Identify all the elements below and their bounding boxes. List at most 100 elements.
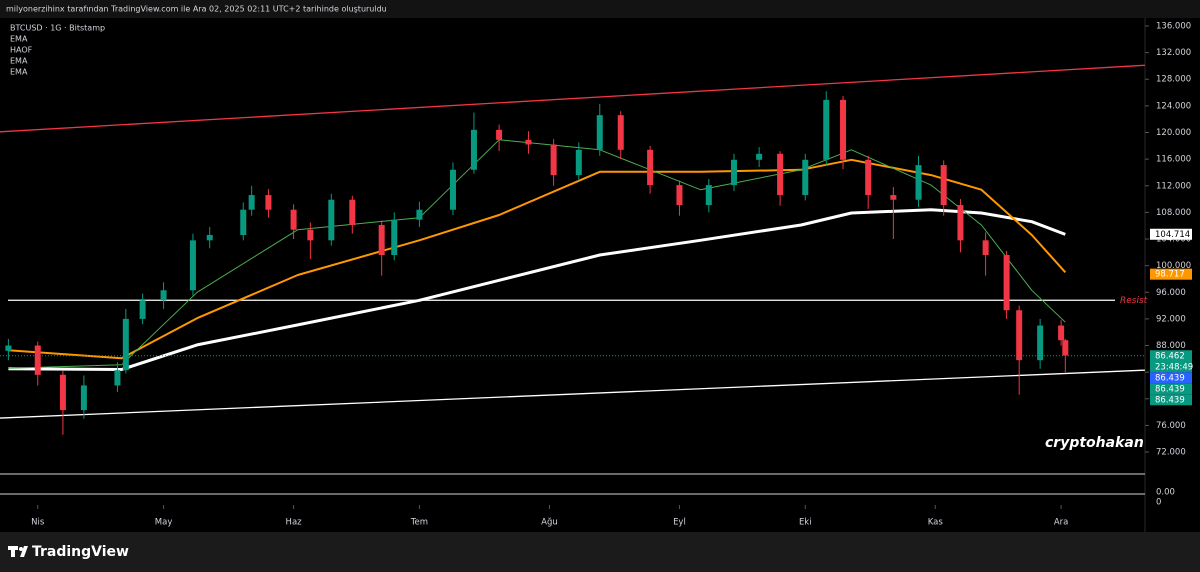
candle-body xyxy=(982,240,989,255)
price-badge xyxy=(1150,268,1192,280)
x-tick-label: Ara xyxy=(1054,518,1069,528)
indicator-label: EMA xyxy=(10,35,28,44)
candle-body xyxy=(777,153,784,196)
candle-body xyxy=(496,129,503,140)
candle-body xyxy=(705,185,712,206)
x-tick-label: Ağu xyxy=(541,518,558,528)
candle-body xyxy=(307,229,314,241)
candle-body xyxy=(865,159,872,196)
footer-bar xyxy=(0,532,1200,572)
countdown: 23:48:49 xyxy=(1155,362,1193,372)
y-tick-label: 108.000 xyxy=(1156,208,1191,218)
price-badge xyxy=(1150,228,1192,240)
trendline xyxy=(0,369,1146,419)
candle-body xyxy=(525,139,532,145)
price-badge xyxy=(1150,383,1192,395)
x-tick-label: Kas xyxy=(928,518,944,528)
candle-body xyxy=(1037,325,1044,361)
x-tick-label: Haz xyxy=(286,518,303,528)
candle-body xyxy=(378,225,385,255)
candle-body xyxy=(349,199,356,226)
y-tick-label: 72.000 xyxy=(1156,448,1186,458)
candle-body xyxy=(890,195,897,200)
price-badge-label: 86.439 xyxy=(1155,373,1185,383)
ema-line xyxy=(8,208,1066,371)
candle-body xyxy=(617,115,624,150)
lower-pane-label: 0.00 xyxy=(1156,488,1175,498)
y-tick-label: 100.000 xyxy=(1156,261,1191,271)
header-bar xyxy=(0,0,1200,18)
candle-body xyxy=(265,195,272,210)
logo xyxy=(8,546,28,557)
y-tick-label: 88.000 xyxy=(1156,341,1186,351)
x-tick-label: Nis xyxy=(31,518,45,528)
candle-body xyxy=(1016,310,1023,361)
price-badge-label: 86.439 xyxy=(1155,395,1185,405)
candle-body xyxy=(550,144,557,176)
indicator-label: EMA xyxy=(10,57,28,66)
candle-body xyxy=(915,165,922,200)
resist-label: Resist xyxy=(1120,296,1148,306)
y-tick-label: 132.000 xyxy=(1156,48,1191,58)
footer-brand: TradingView xyxy=(32,544,129,560)
symbol-title: BTCUSD · 1G · Bitstamp xyxy=(10,24,105,33)
candle-body xyxy=(328,199,335,241)
x-tick-label: May xyxy=(155,518,173,528)
candle-body xyxy=(416,209,423,220)
x-tick-label: Eki xyxy=(799,518,812,528)
y-tick-label: 116.000 xyxy=(1156,155,1191,165)
candle-body xyxy=(575,149,582,176)
candle-body xyxy=(470,129,477,170)
y-tick-label: 76.000 xyxy=(1156,421,1186,431)
candle-body xyxy=(823,99,830,160)
candle-body xyxy=(290,209,297,230)
y-tick-label: 124.000 xyxy=(1156,101,1191,111)
lower-pane-label: 0 xyxy=(1156,498,1161,508)
trendline xyxy=(0,64,1146,133)
candle-body xyxy=(80,385,87,411)
candle-body xyxy=(391,219,398,255)
indicator-label: EMA xyxy=(10,68,28,77)
candle-body xyxy=(840,99,847,160)
candle-body xyxy=(802,159,809,196)
candle-body xyxy=(248,195,255,210)
candle-body xyxy=(240,209,247,236)
price-badge xyxy=(1150,350,1192,373)
y-tick-label: 96.000 xyxy=(1156,288,1186,298)
candle-body xyxy=(940,165,947,206)
candle-body xyxy=(139,300,146,319)
price-badge-label: 86.439 xyxy=(1155,384,1185,394)
candle-body xyxy=(449,169,456,210)
candle-body xyxy=(596,115,603,150)
candle-body xyxy=(647,149,654,186)
candle-body xyxy=(1003,254,1010,311)
price-badge xyxy=(1150,394,1192,406)
candle-body xyxy=(160,290,167,301)
x-tick-label: Tem xyxy=(410,518,428,528)
price-badge-label: 86.462 xyxy=(1155,351,1185,361)
y-tick-label: 128.000 xyxy=(1156,75,1191,85)
y-tick-label: 120.000 xyxy=(1156,128,1191,138)
candle-body xyxy=(676,185,683,206)
candle-body xyxy=(1058,325,1065,341)
candle-body xyxy=(34,345,41,375)
candle-body xyxy=(59,374,66,411)
candle-body xyxy=(122,318,129,371)
candle-body xyxy=(114,370,121,386)
x-tick-label: Eyl xyxy=(673,518,686,528)
watermark: cryptohakan xyxy=(1045,435,1144,451)
candle-body xyxy=(206,235,213,241)
price-badge-label: 104.714 xyxy=(1155,230,1190,240)
y-tick-label: 92.000 xyxy=(1156,314,1186,324)
header: milyonerzihinx tarafından TradingView.co… xyxy=(6,5,387,14)
price-badge-label: 98.717 xyxy=(1155,270,1185,280)
y-tick-label: 136.000 xyxy=(1156,21,1191,31)
candle-body xyxy=(730,159,737,186)
candle-body xyxy=(756,153,763,160)
candle-body xyxy=(189,240,196,291)
candle-body xyxy=(957,205,964,241)
price-badge xyxy=(1150,372,1192,384)
candle-body xyxy=(5,345,12,351)
